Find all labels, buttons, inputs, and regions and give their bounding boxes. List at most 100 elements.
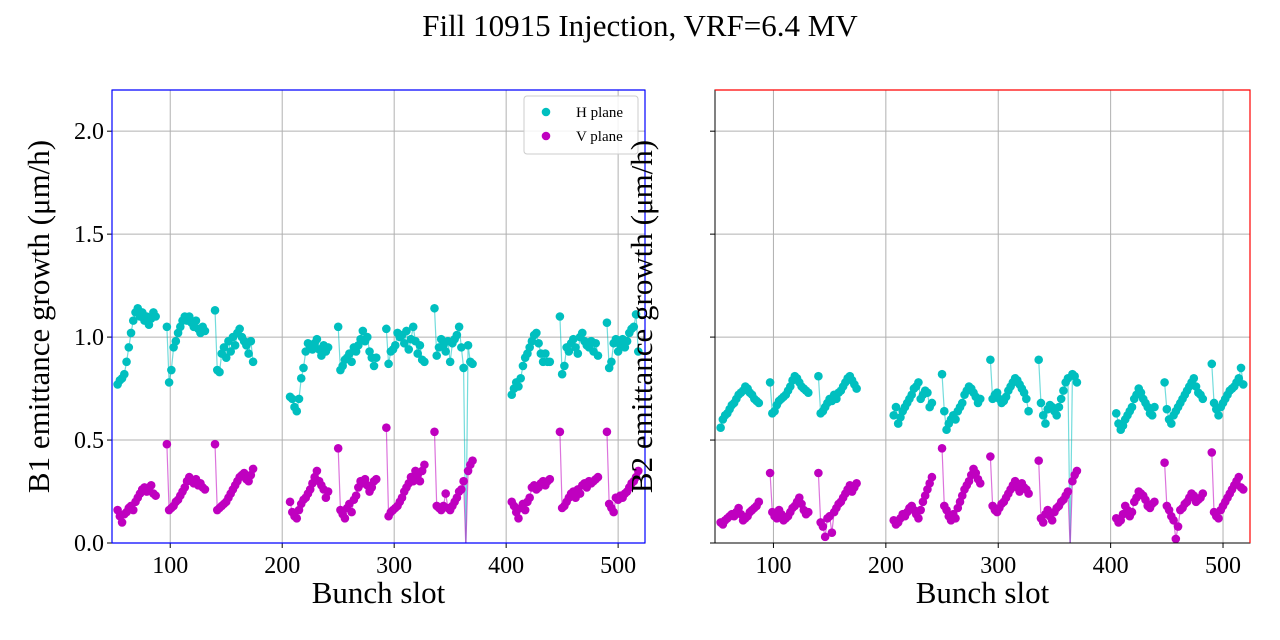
data-point [312,334,322,344]
data-point [569,334,578,344]
data-point [1162,404,1172,414]
data-point [754,398,764,408]
data-point [246,336,256,346]
data-point [1214,513,1223,523]
data-point [371,353,381,362]
data-point [1189,373,1199,383]
data-point [333,443,343,453]
data-layer [716,355,1248,543]
data-point [1022,394,1031,404]
data-point [545,357,555,367]
data-point [514,382,523,391]
x-tick-label: 300 [376,553,412,579]
axes-b1: 100 200 300 400 500 0.0 0.5 1.0 1.5 2.0 Bunch slot… [21,89,646,610]
data-point [516,373,526,383]
data-point [210,306,220,315]
data-point [1127,507,1137,517]
data-point [1173,522,1183,531]
series-h-plane [113,303,643,543]
data-point [609,507,618,517]
data-point [577,328,587,338]
data-point [939,406,949,416]
data-point [244,349,253,358]
data-point [575,489,585,498]
data-point [914,378,923,387]
data-point [363,332,372,342]
data-point [541,349,550,358]
data-point [333,322,343,332]
data-point [248,357,258,367]
data-point [1150,402,1159,412]
data-point [408,476,418,486]
data-point [248,464,258,474]
data-point [1024,489,1033,498]
data-point [463,341,473,350]
data-point [1111,408,1121,418]
data-point [560,361,569,371]
x-tick-label: 100 [152,553,188,579]
data-point [432,351,442,360]
data-point [951,415,960,424]
data-point [827,528,837,538]
data-point [754,497,764,507]
data-point [468,456,477,465]
axes-b2: 100 200 300 400 500 Bunch slot B2 emittance gr… [624,89,1251,610]
data-point [852,384,861,393]
data-point [1034,456,1043,465]
data-point [415,341,425,350]
data-point [1238,485,1248,494]
data-point [525,493,534,503]
data-point [1198,394,1208,404]
x-axis-label: Bunch slot [916,575,1050,610]
data-point [520,505,530,515]
data-point [534,338,543,348]
legend-box [523,95,639,155]
legend-marker [541,107,551,117]
data-point [927,472,937,482]
data-point [408,322,418,332]
data-point [1072,378,1082,387]
data-point [420,460,429,470]
data-point [128,505,138,515]
x-tick-label: 400 [488,553,524,579]
x-tick-label: 500 [600,553,636,579]
data-point [1038,518,1048,527]
data-point [459,363,468,373]
data-point [927,398,937,408]
data-point [818,522,828,531]
x-tick-label: 300 [980,553,1016,579]
y-tick-label: 0.0 [74,531,104,557]
y-tick-label: 1.5 [74,222,104,248]
data-point [1214,411,1223,420]
data-point [591,338,601,348]
data-point [716,423,725,432]
data-layer [113,303,643,543]
data-point [1207,359,1217,369]
x-tick-label: 400 [1093,553,1129,579]
data-point [1160,378,1169,387]
data-point [1047,516,1057,525]
data-point [1063,487,1073,496]
data-point [803,388,813,397]
data-point [1072,466,1082,476]
data-point [593,351,603,360]
data-point [347,507,356,517]
data-point [629,322,639,332]
data-point [292,513,302,523]
data-point [1234,472,1244,482]
data-point [120,369,129,379]
x-tick-label: 200 [868,553,904,579]
data-point [564,347,574,356]
data-point [814,468,823,478]
data-point [975,394,985,404]
data-point [384,359,393,369]
data-point [1041,419,1050,428]
data-point [200,485,210,494]
data-point [151,491,160,500]
data-point [1238,380,1248,389]
data-point [124,343,134,352]
data-point [1024,406,1033,416]
data-point [1127,402,1137,412]
data-point [441,489,450,498]
data-point [390,341,400,350]
